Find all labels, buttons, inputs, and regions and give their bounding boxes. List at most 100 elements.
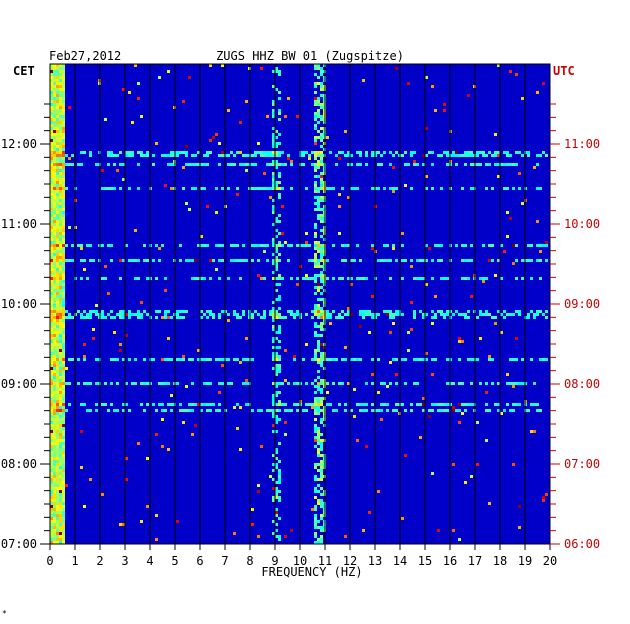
heatmap-cell: [251, 154, 254, 157]
heatmap-cell: [422, 409, 425, 412]
heatmap-cell: [314, 352, 317, 355]
heatmap-cell: [53, 247, 56, 250]
heatmap-cell: [53, 88, 56, 91]
heatmap-cell: [53, 169, 56, 172]
heatmap-cell: [272, 223, 275, 226]
heatmap-cell: [320, 409, 323, 412]
heatmap-cell: [296, 313, 299, 316]
heatmap-cell: [50, 172, 53, 175]
heatmap-cell: [536, 313, 539, 316]
heatmap-cell: [281, 187, 284, 190]
heatmap-cell: [56, 511, 59, 514]
heatmap-cell: [62, 196, 65, 199]
heatmap-cell: [56, 253, 59, 256]
heatmap-cell: [62, 73, 65, 76]
heatmap-cell: [53, 82, 56, 85]
heatmap-cell: [356, 403, 359, 406]
heatmap-cell: [59, 73, 62, 76]
heatmap-cell: [317, 214, 320, 217]
heatmap-cell: [251, 358, 254, 361]
heatmap-cell: [485, 187, 488, 190]
heatmap-cell: [194, 277, 197, 280]
heatmap-cell: [53, 409, 56, 412]
heatmap-cell: [272, 85, 275, 88]
heatmap-cell: [527, 316, 530, 319]
heatmap-cell: [272, 100, 275, 103]
heatmap-cell: [278, 91, 281, 94]
heatmap-cell: [320, 94, 323, 97]
heatmap-cell: [68, 358, 71, 361]
heatmap-cell: [320, 160, 323, 163]
heatmap-cell: [62, 319, 65, 322]
heatmap-cell: [431, 472, 434, 475]
heatmap-cell: [50, 319, 53, 322]
heatmap-cell: [320, 382, 323, 385]
heatmap-cell: [377, 409, 380, 412]
heatmap-cell: [485, 313, 488, 316]
heatmap-cell: [50, 322, 53, 325]
heatmap-cell: [56, 322, 59, 325]
heatmap-cell: [209, 64, 212, 67]
heatmap-cell: [206, 358, 209, 361]
heatmap-cell: [50, 427, 53, 430]
heatmap-cell: [479, 313, 482, 316]
heatmap-cell: [272, 313, 275, 316]
heatmap-cell: [317, 265, 320, 268]
heatmap-cell: [509, 70, 512, 73]
heatmap-cell: [59, 475, 62, 478]
heatmap-cell: [275, 337, 278, 340]
heatmap-cell: [278, 331, 281, 334]
heatmap-cell: [317, 361, 320, 364]
heatmap-cell: [128, 259, 131, 262]
heatmap-cell: [317, 340, 320, 343]
heatmap-cell: [53, 532, 56, 535]
heatmap-cell: [137, 151, 140, 154]
heatmap-cell: [320, 259, 323, 262]
heatmap-cell: [275, 493, 278, 496]
heatmap-cell: [443, 403, 446, 406]
heatmap-cell: [269, 163, 272, 166]
heatmap-cell: [50, 139, 53, 142]
heatmap-cell: [461, 187, 464, 190]
heatmap-cell: [236, 259, 239, 262]
heatmap-cell: [320, 403, 323, 406]
heatmap-cell: [395, 67, 398, 70]
heatmap-cell: [341, 277, 344, 280]
heatmap-cell: [320, 388, 323, 391]
heatmap-cell: [320, 103, 323, 106]
heatmap-cell: [56, 526, 59, 529]
heatmap-cell: [71, 154, 74, 157]
heatmap-cell: [272, 103, 275, 106]
heatmap-cell: [365, 445, 368, 448]
heatmap-cell: [257, 244, 260, 247]
heatmap-cell: [341, 310, 344, 313]
heatmap-cell: [512, 382, 515, 385]
heatmap-cell: [53, 190, 56, 193]
heatmap-cell: [107, 154, 110, 157]
heatmap-cell: [56, 118, 59, 121]
heatmap-cell: [356, 163, 359, 166]
heatmap-cell: [278, 472, 281, 475]
heatmap-cell: [284, 241, 287, 244]
heatmap-cell: [419, 358, 422, 361]
date-label: Feb27,2012: [49, 49, 121, 63]
heatmap-cell: [59, 340, 62, 343]
heatmap-cell: [383, 310, 386, 313]
heatmap-cell: [164, 289, 167, 292]
heatmap-cell: [59, 136, 62, 139]
heatmap-cell: [50, 466, 53, 469]
heatmap-cell: [416, 277, 419, 280]
heatmap-cell: [311, 406, 314, 409]
heatmap-cell: [89, 151, 92, 154]
heatmap-cell: [425, 313, 428, 316]
heatmap-cell: [50, 292, 53, 295]
heatmap-cell: [53, 541, 56, 544]
heatmap-cell: [344, 403, 347, 406]
heatmap-cell: [239, 448, 242, 451]
heatmap-cell: [50, 316, 53, 319]
heatmap-cell: [320, 139, 323, 142]
heatmap-cell: [392, 190, 395, 193]
heatmap-cell: [272, 337, 275, 340]
heatmap-cell: [257, 151, 260, 154]
heatmap-cell: [119, 310, 122, 313]
